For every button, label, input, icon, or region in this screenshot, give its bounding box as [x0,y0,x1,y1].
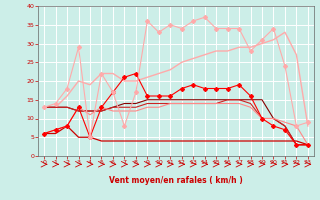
X-axis label: Vent moyen/en rafales ( km/h ): Vent moyen/en rafales ( km/h ) [109,176,243,185]
